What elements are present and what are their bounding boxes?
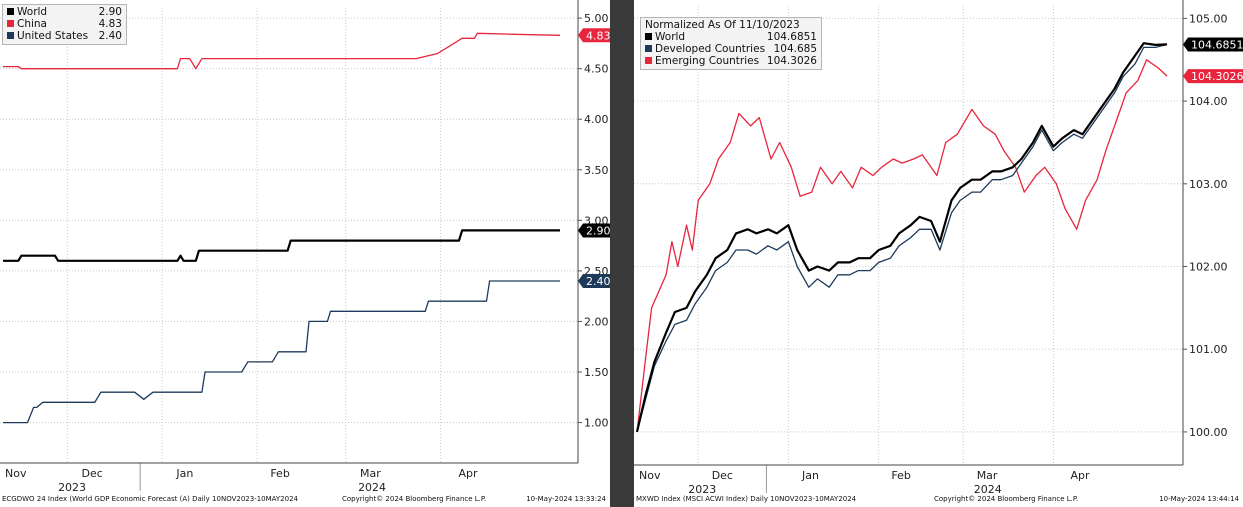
end-value-label: 104.3026 xyxy=(1191,70,1243,83)
x-tick-label: Nov xyxy=(639,469,661,482)
end-value-tag xyxy=(1183,69,1243,84)
footer-timestamp: 10-May-2024 13:44:14 xyxy=(1159,495,1239,503)
year-label: 2023 xyxy=(688,483,716,493)
y-tick-label: 1.50 xyxy=(584,366,609,379)
legend-item-label: World xyxy=(655,31,686,43)
end-value-label: 104.6851 xyxy=(1191,38,1243,51)
x-tick-label: Jan xyxy=(801,469,819,482)
y-tick-label: 103.00 xyxy=(1189,178,1228,191)
y-tick-label: 4.00 xyxy=(584,113,609,126)
year-label: 2024 xyxy=(974,483,1002,493)
x-tick-label: Dec xyxy=(712,469,733,482)
acwi-index-chart: 105.00 104.00 103.00 102.00 101.00 100.00 Nov D… xyxy=(634,0,1243,493)
legend-item-value: 4.83 xyxy=(98,18,122,30)
x-tick-label: Mar xyxy=(360,467,381,480)
end-value-label: 4.83 xyxy=(586,29,610,42)
legend-swatch xyxy=(645,57,652,64)
footer-copyright: Copyright© 2024 Bloomberg Finance L.P. xyxy=(934,495,1079,503)
y-tick-label: 3.50 xyxy=(584,164,609,177)
y-tick-label: 102.00 xyxy=(1189,261,1228,274)
legend-item-emerging: Emerging Countries 104.3026 xyxy=(645,55,817,67)
y-tick-label: 2.00 xyxy=(584,315,609,328)
y-tick-label: 104.00 xyxy=(1189,95,1228,108)
legend-item-value: 2.90 xyxy=(98,6,122,18)
legend-item-value: 104.6851 xyxy=(766,31,817,43)
x-tick-label: Mar xyxy=(977,469,998,482)
end-value-label: 2.40 xyxy=(586,275,610,288)
legend-item-label: Emerging Countries xyxy=(655,55,760,67)
series-line-world xyxy=(3,229,560,262)
x-tick-label: Feb xyxy=(270,467,289,480)
series-line-emerging-countries xyxy=(636,59,1168,432)
series-line-world xyxy=(635,42,1168,433)
footer-source: ECGDWO 24 Index (World GDP Economic Fore… xyxy=(2,495,298,503)
chart-footer: MXWD Index (MSCI ACWI Index) Daily 10NOV… xyxy=(634,493,1243,507)
x-tick-label: Apr xyxy=(459,467,479,480)
year-label: 2023 xyxy=(58,481,86,493)
end-value-label: 2.90 xyxy=(586,224,610,237)
y-tick-label: 5.00 xyxy=(584,12,609,25)
series-line-united-states xyxy=(3,280,560,424)
legend-item-value: 2.40 xyxy=(98,30,122,42)
legend-item-label: Developed Countries xyxy=(655,43,766,55)
legend-item-label: United States xyxy=(17,30,89,42)
legend-swatch xyxy=(645,33,652,40)
legend-swatch xyxy=(7,8,14,15)
end-value-tag xyxy=(578,223,610,238)
legend-swatch xyxy=(645,45,652,52)
y-tick-label: 100.00 xyxy=(1189,426,1228,439)
series-line-china xyxy=(3,32,561,70)
legend-item-value: 104.3026 xyxy=(766,55,817,67)
series-line-developed-countries xyxy=(636,43,1168,433)
legend-item-united-states: United States 2.40 xyxy=(7,30,122,42)
chart-legend: Normalized As Of 11/10/2023 World 104.685… xyxy=(640,17,822,70)
x-tick-label: Nov xyxy=(5,467,27,480)
y-tick-label: 4.50 xyxy=(584,63,609,76)
footer-copyright: Copyright© 2024 Bloomberg Finance L.P. xyxy=(342,495,487,503)
legend-item-world: World 2.90 xyxy=(7,6,122,18)
legend-item-china: China 4.83 xyxy=(7,18,122,30)
gdp-forecast-chart-panel: 5.00 4.50 4.00 3.50 3.00 2.50 2.00 1.50 1.00 Nov D… xyxy=(0,0,610,507)
footer-source: MXWD Index (MSCI ACWI Index) Daily 10NOV… xyxy=(636,495,857,503)
end-value-tag xyxy=(578,28,610,43)
chart-footer: ECGDWO 24 Index (World GDP Economic Fore… xyxy=(0,493,610,507)
x-tick-label: Jan xyxy=(175,467,193,480)
legend-item-value: 104.685 xyxy=(773,43,817,55)
y-tick-label: 105.00 xyxy=(1189,12,1228,25)
legend-title: Normalized As Of 11/10/2023 xyxy=(645,19,800,31)
legend-item-label: China xyxy=(17,18,47,30)
end-value-tag xyxy=(578,274,610,288)
chart-legend: World 2.90 China 4.83 United States 2.40 xyxy=(2,4,127,45)
acwi-index-chart-panel: 105.00 104.00 103.00 102.00 101.00 100.00 Nov D… xyxy=(634,0,1243,507)
legend-item-developed: Developed Countries 104.685 xyxy=(645,43,817,55)
end-value-tag xyxy=(1183,37,1243,52)
legend-swatch xyxy=(7,32,14,39)
x-tick-label: Apr xyxy=(1070,469,1090,482)
x-tick-label: Feb xyxy=(891,469,910,482)
y-tick-label: 1.00 xyxy=(584,417,609,430)
legend-item-world: World 104.6851 xyxy=(645,31,817,43)
y-tick-label: 101.00 xyxy=(1189,343,1228,356)
legend-item-label: World xyxy=(17,6,48,18)
legend-swatch xyxy=(7,20,14,27)
footer-timestamp: 10-May-2024 13:33:24 xyxy=(526,495,606,503)
x-tick-label: Dec xyxy=(82,467,103,480)
year-label: 2024 xyxy=(358,481,386,493)
